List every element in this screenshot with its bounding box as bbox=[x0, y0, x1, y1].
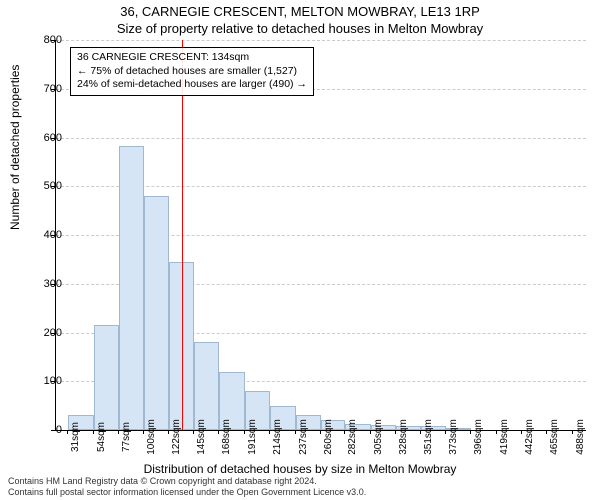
x-tick-label: 191sqm bbox=[247, 419, 258, 455]
histogram-bar bbox=[94, 325, 119, 430]
x-tick bbox=[244, 430, 245, 434]
y-tick-label: 500 bbox=[22, 180, 62, 192]
x-tick bbox=[218, 430, 219, 434]
x-tick-label: 54sqm bbox=[96, 422, 107, 452]
copyright-text: Contains HM Land Registry data © Crown c… bbox=[8, 476, 366, 498]
y-tick bbox=[51, 138, 55, 139]
x-tick bbox=[521, 430, 522, 434]
x-tick bbox=[67, 430, 68, 434]
x-tick bbox=[546, 430, 547, 434]
x-tick-label: 31sqm bbox=[70, 422, 81, 452]
x-tick-label: 373sqm bbox=[448, 419, 459, 455]
x-tick-label: 237sqm bbox=[298, 419, 309, 455]
y-tick-label: 300 bbox=[22, 278, 62, 290]
y-tick bbox=[51, 381, 55, 382]
y-tick-label: 800 bbox=[22, 34, 62, 46]
x-tick bbox=[420, 430, 421, 434]
x-tick bbox=[269, 430, 270, 434]
x-tick bbox=[445, 430, 446, 434]
gridline bbox=[56, 138, 586, 139]
x-tick-label: 77sqm bbox=[121, 422, 132, 452]
annotation-line-1: 36 CARNEGIE CRESCENT: 134sqm bbox=[77, 51, 307, 65]
x-tick-label: 305sqm bbox=[373, 419, 384, 455]
x-tick-label: 488sqm bbox=[575, 419, 586, 455]
x-tick-label: 260sqm bbox=[323, 419, 334, 455]
histogram-bar bbox=[119, 146, 144, 430]
x-tick-label: 351sqm bbox=[423, 419, 434, 455]
y-tick bbox=[51, 284, 55, 285]
x-tick bbox=[93, 430, 94, 434]
x-tick bbox=[193, 430, 194, 434]
annotation-box: 36 CARNEGIE CRESCENT: 134sqm ← 75% of de… bbox=[70, 47, 314, 96]
y-tick-label: 200 bbox=[22, 327, 62, 339]
x-tick bbox=[143, 430, 144, 434]
x-tick-label: 282sqm bbox=[347, 419, 358, 455]
annotation-line-3: 24% of semi-detached houses are larger (… bbox=[77, 78, 307, 92]
y-tick bbox=[51, 333, 55, 334]
y-tick-label: 700 bbox=[22, 83, 62, 95]
y-tick bbox=[51, 89, 55, 90]
y-tick-label: 0 bbox=[22, 424, 62, 436]
x-axis-label: Distribution of detached houses by size … bbox=[0, 462, 600, 476]
y-tick-label: 100 bbox=[22, 375, 62, 387]
x-tick bbox=[118, 430, 119, 434]
chart-container: 36, CARNEGIE CRESCENT, MELTON MOWBRAY, L… bbox=[0, 0, 600, 500]
x-tick-label: 419sqm bbox=[499, 419, 510, 455]
x-tick bbox=[572, 430, 573, 434]
annotation-line-2: ← 75% of detached houses are smaller (1,… bbox=[77, 65, 307, 79]
x-tick-label: 100sqm bbox=[146, 419, 157, 455]
y-tick bbox=[51, 430, 55, 431]
y-tick bbox=[51, 186, 55, 187]
x-tick-label: 122sqm bbox=[171, 419, 182, 455]
gridline bbox=[56, 40, 586, 41]
x-tick-label: 328sqm bbox=[398, 419, 409, 455]
x-tick-label: 214sqm bbox=[272, 419, 283, 455]
chart-title-sub: Size of property relative to detached ho… bbox=[0, 21, 600, 36]
x-tick bbox=[370, 430, 371, 434]
y-tick bbox=[51, 40, 55, 41]
y-tick-label: 600 bbox=[22, 132, 62, 144]
reference-line bbox=[182, 40, 183, 430]
x-tick-label: 465sqm bbox=[549, 419, 560, 455]
x-tick bbox=[496, 430, 497, 434]
x-tick-label: 145sqm bbox=[196, 419, 207, 455]
chart-title-main: 36, CARNEGIE CRESCENT, MELTON MOWBRAY, L… bbox=[0, 4, 600, 19]
histogram-bar bbox=[144, 196, 168, 430]
x-tick bbox=[470, 430, 471, 434]
x-tick bbox=[395, 430, 396, 434]
histogram-bar bbox=[194, 342, 219, 430]
x-tick bbox=[320, 430, 321, 434]
copyright-line-2: Contains full postal sector information … bbox=[8, 487, 366, 498]
x-tick bbox=[295, 430, 296, 434]
y-tick bbox=[51, 235, 55, 236]
y-tick-label: 400 bbox=[22, 229, 62, 241]
x-tick bbox=[168, 430, 169, 434]
copyright-line-1: Contains HM Land Registry data © Crown c… bbox=[8, 476, 366, 487]
x-tick-label: 442sqm bbox=[524, 419, 535, 455]
x-tick-label: 396sqm bbox=[473, 419, 484, 455]
y-axis-label: Number of detached properties bbox=[8, 65, 22, 230]
x-tick bbox=[344, 430, 345, 434]
x-tick-label: 168sqm bbox=[221, 419, 232, 455]
plot-area bbox=[55, 40, 586, 431]
